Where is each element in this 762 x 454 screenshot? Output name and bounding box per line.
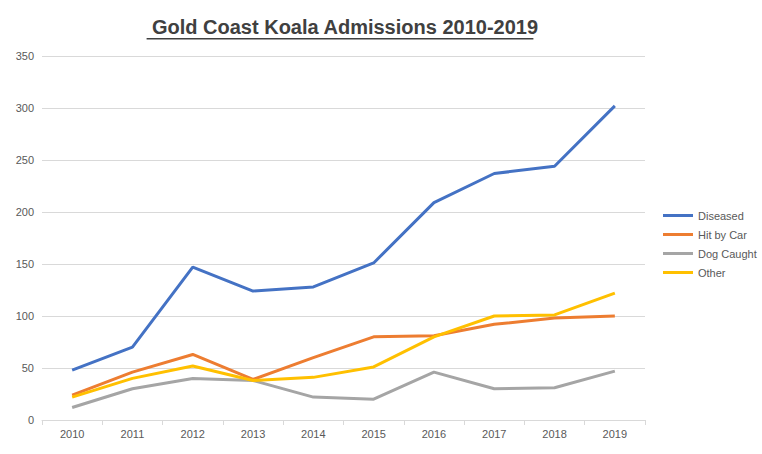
svg-text:50: 50 xyxy=(22,362,34,374)
svg-text:Dog Caught: Dog Caught xyxy=(698,248,757,260)
svg-text:2011: 2011 xyxy=(121,428,145,440)
svg-text:2019: 2019 xyxy=(603,428,627,440)
svg-text:350: 350 xyxy=(16,50,34,62)
svg-text:Other: Other xyxy=(698,267,726,279)
svg-text:2018: 2018 xyxy=(542,428,566,440)
svg-text:250: 250 xyxy=(16,154,34,166)
svg-text:150: 150 xyxy=(16,258,34,270)
svg-text:Hit by Car: Hit by Car xyxy=(698,229,747,241)
svg-text:2015: 2015 xyxy=(361,428,385,440)
svg-text:2012: 2012 xyxy=(181,428,205,440)
svg-text:2016: 2016 xyxy=(422,428,446,440)
svg-text:2014: 2014 xyxy=(301,428,325,440)
svg-text:Gold Coast Koala Admissions 20: Gold Coast Koala Admissions 2010-2019 xyxy=(152,16,538,38)
svg-text:2010: 2010 xyxy=(60,428,84,440)
svg-text:2013: 2013 xyxy=(241,428,265,440)
svg-text:300: 300 xyxy=(16,102,34,114)
svg-text:Diseased: Diseased xyxy=(698,210,744,222)
svg-text:2017: 2017 xyxy=(482,428,506,440)
svg-text:200: 200 xyxy=(16,206,34,218)
svg-text:100: 100 xyxy=(16,310,34,322)
svg-text:0: 0 xyxy=(28,414,34,426)
